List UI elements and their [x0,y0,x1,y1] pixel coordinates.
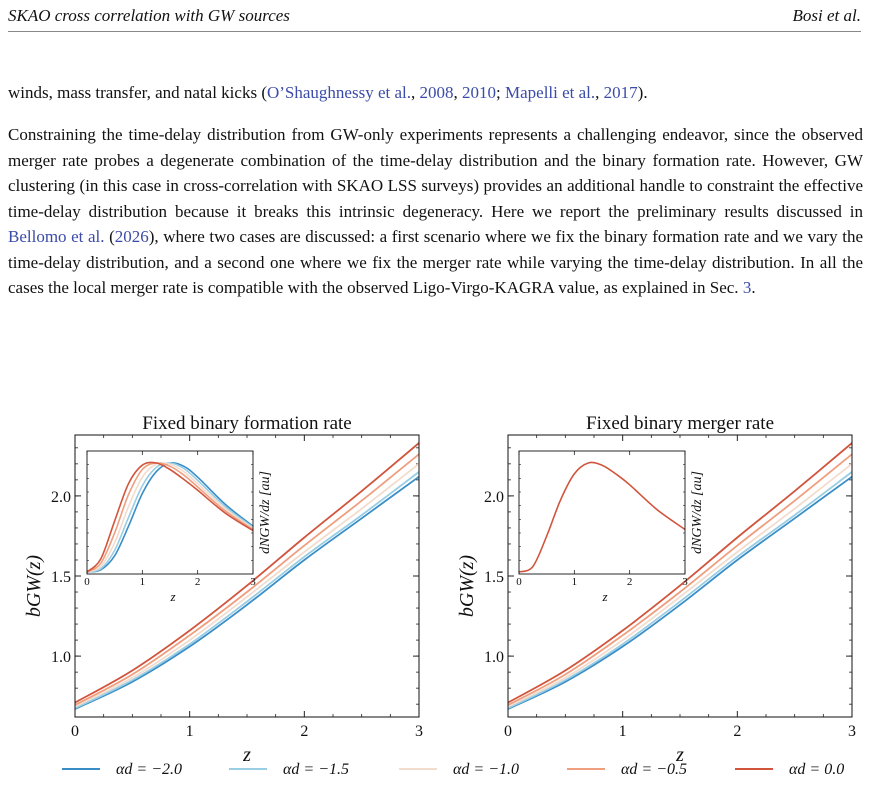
figure-legend: αd = −2.0 αd = −1.5 αd = −1.0 αd = −0.5 αd =… [62,761,844,778]
x-tick-label: 3 [848,723,856,740]
paragraph-text: ), where two cases are discussed: a firs… [8,227,863,297]
inset-x-tick-label: 1 [572,576,578,588]
bias-series-line [507,463,853,708]
y-axis-label: bGW(z) [456,555,478,618]
inset-background [519,451,685,574]
x-tick-label: 0 [504,723,512,740]
chart-panel-1: Fixed binary formation rate 0 1 2 3 1.0 1.5 2.0… [23,413,423,766]
citation-link[interactable]: 3 [742,278,752,297]
inset-y-axis-label: dNGW/dz [au] [690,471,705,554]
bias-series-line [74,442,420,704]
paragraph-2: Constraining the time-delay distribution… [8,122,863,301]
chart-panel-2: Fixed binary merger rate 0 1 2 3 1.0 1.5 2.0 z bG… [456,413,856,766]
x-tick-label: 2 [300,723,308,740]
plot-frame [74,434,420,718]
x-tick-label: 3 [415,723,423,740]
inset-y-axis-label: dNGW/dz [au] [258,471,273,554]
running-title: SKAO cross correlation with GW sources [8,6,290,25]
bias-series-line [74,463,420,708]
inset-series-line [86,461,254,573]
x-axis-label: z [675,744,684,766]
citation-link[interactable]: 2026 [114,227,149,246]
page-header: SKAO cross correlation with GW sources B… [8,6,861,28]
paragraph-1: winds, mass transfer, and natal kicks (O… [8,80,863,106]
inset-x-tick-label: 0 [516,576,522,588]
paragraph-text: . [751,278,756,297]
paragraph-text: ; [496,83,505,102]
inset-plot: 0 1 2 3 z dNGW/dz [au] [84,450,273,604]
bias-series-line [507,475,853,710]
x-tick-label: 0 [71,723,79,740]
legend-label: αd = −2.0 [116,761,182,778]
paragraph-text: ). [637,83,648,102]
inset-x-tick-label: 0 [84,576,90,588]
inset-plot: 0 1 2 3 z dNGW/dz [au] [516,450,705,604]
citation-link[interactable]: 2008 [419,83,454,102]
y-tick-label: 1.0 [51,649,71,666]
citation-link[interactable]: O’Shaughnessy et al. [266,83,411,102]
citation-link[interactable]: 2010 [462,83,496,102]
paragraph-text: winds, mass transfer, and natal kicks ( [8,83,267,102]
y-axis-label: bGW(z) [23,555,45,618]
paragraph-text: ( [104,227,115,246]
inset-x-axis-label: z [601,589,607,604]
bias-series-line [74,475,420,710]
inset-series-line [518,461,686,573]
y-tick-label: 1.0 [484,649,504,666]
inset-series-line [86,462,254,573]
x-axis-label: z [242,744,251,766]
figure: Fixed binary formation rate 0 1 2 3 1.0 1.5 2.0… [23,413,856,778]
citation-link[interactable]: Mapelli et al. [504,83,596,102]
header-rule [8,31,861,32]
paragraph-text: Constraining the time-delay distribution… [8,125,863,221]
y-tick-label: 1.5 [51,569,71,586]
x-tick-label: 2 [733,723,741,740]
x-tick-label: 1 [186,723,194,740]
chart-title: Fixed binary merger rate [586,413,774,434]
legend-label: αd = −1.5 [283,761,349,778]
y-tick-label: 2.0 [484,489,504,506]
y-tick-label: 1.5 [484,569,504,586]
paragraph-text: , [595,83,604,102]
citation-link[interactable]: 2017 [603,83,638,102]
bias-series-line [74,471,420,710]
y-tick-label: 2.0 [51,489,71,506]
inset-x-axis-label: z [169,589,175,604]
citation-link[interactable]: Bellomo et al. [8,227,105,246]
bias-series-line [507,471,853,710]
plot-frame [507,434,853,718]
bias-series-line [507,442,853,704]
legend-label: αd = −0.5 [621,761,687,778]
inset-series-line [86,461,254,573]
bias-series-line [507,453,853,706]
x-tick-label: 1 [619,723,627,740]
paragraph-text: , [411,83,420,102]
inset-x-tick-label: 3 [250,576,256,588]
inset-frame [86,450,254,575]
inset-series-line [86,461,254,573]
running-authors: Bosi et al. [792,6,861,25]
bias-series-line [74,453,420,706]
inset-frame [518,450,686,575]
legend-label: αd = 0.0 [789,761,844,778]
inset-x-tick-label: 1 [140,576,146,588]
legend-label: αd = −1.0 [453,761,519,778]
inset-x-tick-label: 3 [682,576,688,588]
paragraph-text: , [453,83,462,102]
inset-x-tick-label: 2 [627,576,633,588]
inset-x-tick-label: 2 [195,576,201,588]
chart-title: Fixed binary formation rate [142,413,351,434]
